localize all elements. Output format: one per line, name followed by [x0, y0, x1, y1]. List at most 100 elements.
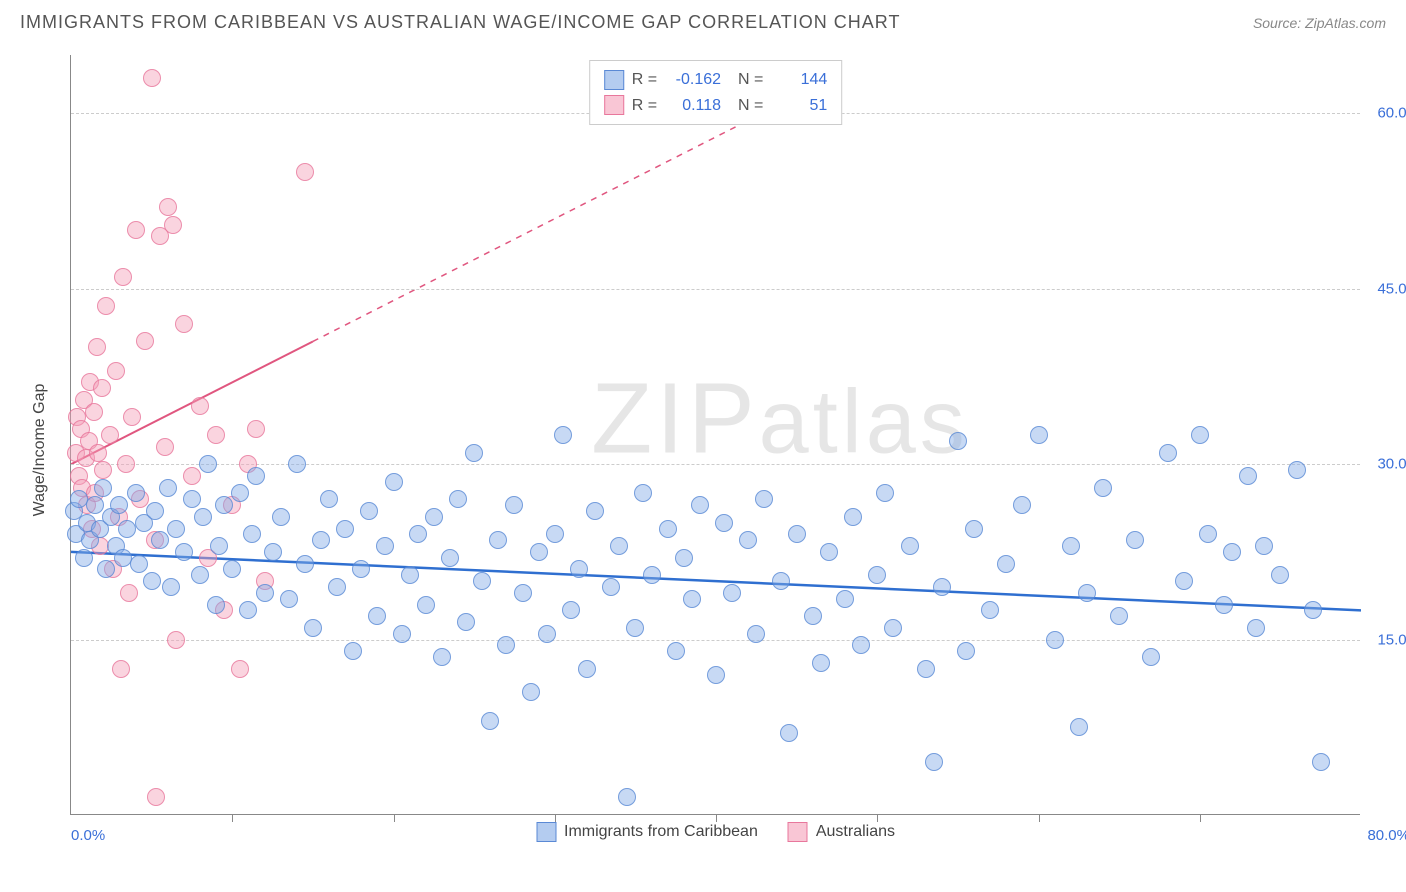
data-point-blue	[925, 753, 943, 771]
data-point-blue	[385, 473, 403, 491]
xtick	[1039, 814, 1040, 822]
data-point-blue	[788, 525, 806, 543]
data-point-pink	[207, 426, 225, 444]
data-point-blue	[691, 496, 709, 514]
data-point-blue	[401, 566, 419, 584]
data-point-blue	[199, 455, 217, 473]
data-point-blue	[304, 619, 322, 637]
data-point-blue	[634, 484, 652, 502]
data-point-blue	[836, 590, 854, 608]
data-point-pink	[89, 444, 107, 462]
data-point-blue	[1159, 444, 1177, 462]
data-point-blue	[1255, 537, 1273, 555]
xtick	[394, 814, 395, 822]
data-point-blue	[1142, 648, 1160, 666]
data-point-blue	[256, 584, 274, 602]
data-point-blue	[215, 496, 233, 514]
n-value-pink: 51	[771, 93, 827, 119]
chart-title: IMMIGRANTS FROM CARIBBEAN VS AUSTRALIAN …	[20, 12, 900, 33]
data-point-blue	[1239, 467, 1257, 485]
data-point-blue	[554, 426, 572, 444]
data-point-blue	[433, 648, 451, 666]
data-point-pink	[94, 461, 112, 479]
data-point-blue	[473, 572, 491, 590]
xtick	[716, 814, 717, 822]
data-point-blue	[1046, 631, 1064, 649]
data-point-pink	[107, 362, 125, 380]
data-point-blue	[336, 520, 354, 538]
data-point-blue	[586, 502, 604, 520]
data-point-blue	[409, 525, 427, 543]
data-point-blue	[280, 590, 298, 608]
data-point-blue	[449, 490, 467, 508]
data-point-blue	[643, 566, 661, 584]
swatch-blue-icon	[536, 822, 556, 842]
data-point-blue	[239, 601, 257, 619]
data-point-blue	[175, 543, 193, 561]
data-point-blue	[368, 607, 386, 625]
data-point-pink	[159, 198, 177, 216]
xtick-label-right: 80.0%	[1367, 827, 1406, 844]
gridline	[71, 464, 1360, 465]
data-point-blue	[264, 543, 282, 561]
data-point-blue	[997, 555, 1015, 573]
data-point-blue	[312, 531, 330, 549]
data-point-blue	[675, 549, 693, 567]
data-point-blue	[772, 572, 790, 590]
data-point-blue	[481, 712, 499, 730]
xtick-label-left: 0.0%	[71, 827, 105, 844]
data-point-blue	[538, 625, 556, 643]
data-point-pink	[183, 467, 201, 485]
data-point-blue	[667, 642, 685, 660]
data-point-blue	[884, 619, 902, 637]
data-point-blue	[514, 584, 532, 602]
data-point-blue	[965, 520, 983, 538]
watermark: ZIPatlas	[591, 362, 969, 477]
stats-row-blue: R = -0.162 N = 144	[604, 67, 828, 93]
data-point-blue	[97, 560, 115, 578]
gridline	[71, 640, 1360, 641]
data-point-blue	[522, 683, 540, 701]
data-point-blue	[288, 455, 306, 473]
data-point-blue	[1175, 572, 1193, 590]
data-point-blue	[530, 543, 548, 561]
ytick-label: 45.0%	[1377, 280, 1406, 297]
data-point-blue	[223, 560, 241, 578]
data-point-blue	[1288, 461, 1306, 479]
data-point-blue	[1070, 718, 1088, 736]
data-point-blue	[1078, 584, 1096, 602]
data-point-blue	[1062, 537, 1080, 555]
r-value-pink: 0.118	[665, 93, 721, 119]
data-point-blue	[210, 537, 228, 555]
data-point-blue	[328, 578, 346, 596]
data-point-blue	[344, 642, 362, 660]
data-point-blue	[360, 502, 378, 520]
data-point-pink	[167, 631, 185, 649]
data-point-blue	[1312, 753, 1330, 771]
source-label: Source: ZipAtlas.com	[1253, 15, 1386, 31]
ytick-label: 30.0%	[1377, 456, 1406, 473]
data-point-pink	[127, 221, 145, 239]
data-point-pink	[247, 420, 265, 438]
data-point-blue	[272, 508, 290, 526]
data-point-blue	[780, 724, 798, 742]
data-point-blue	[376, 537, 394, 555]
data-point-blue	[957, 642, 975, 660]
data-point-pink	[123, 408, 141, 426]
data-point-blue	[868, 566, 886, 584]
data-point-blue	[151, 531, 169, 549]
data-point-blue	[804, 607, 822, 625]
data-point-blue	[441, 549, 459, 567]
data-point-blue	[901, 537, 919, 555]
data-point-blue	[207, 596, 225, 614]
data-point-pink	[117, 455, 135, 473]
data-point-pink	[143, 69, 161, 87]
data-point-blue	[1304, 601, 1322, 619]
data-point-blue	[505, 496, 523, 514]
data-point-blue	[457, 613, 475, 631]
data-point-pink	[156, 438, 174, 456]
data-point-pink	[147, 788, 165, 806]
data-point-pink	[112, 660, 130, 678]
data-point-blue	[723, 584, 741, 602]
data-point-blue	[739, 531, 757, 549]
